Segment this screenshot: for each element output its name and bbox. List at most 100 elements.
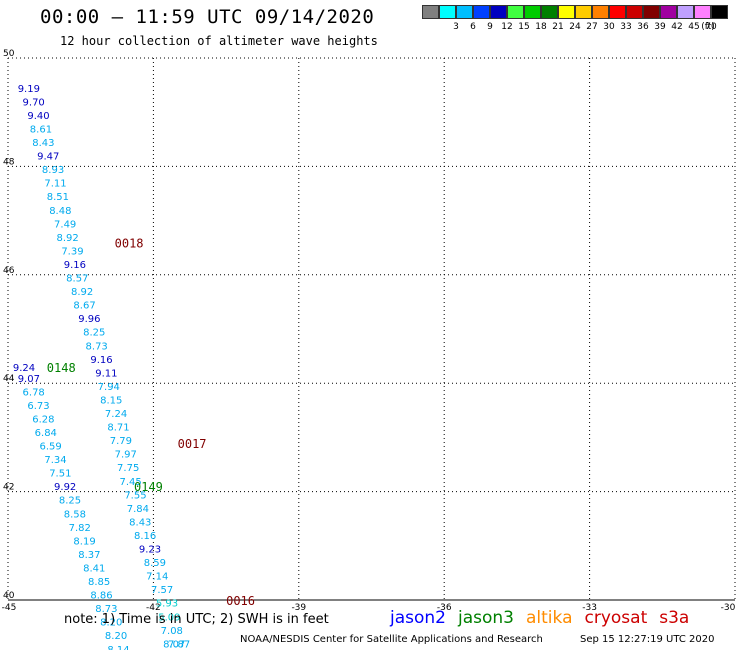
legend-swatch [643, 5, 660, 19]
map-subtitle: 12 hour collection of altimeter wave hei… [60, 34, 378, 48]
wave-height-value: 8.14 [107, 645, 129, 650]
wave-height-value: 9.70 [23, 97, 45, 108]
legend-swatch [609, 5, 626, 19]
legend-label: 24 [569, 22, 581, 32]
wave-height-value: 8.86 [90, 591, 112, 602]
legend-swatch [660, 5, 677, 19]
generated-timestamp: Sep 15 12:27:19 UTC 2020 [580, 634, 715, 645]
wave-height-value: 9.16 [90, 355, 112, 366]
footer-note: note: 1) Time is in UTC; 2) SWH is in fe… [64, 612, 329, 627]
wave-height-value: 8.25 [83, 328, 105, 339]
wave-height-value: 8.58 [64, 509, 86, 520]
wave-height-value: 7.45 [119, 477, 141, 488]
wave-height-value: 7.87 [168, 639, 190, 650]
wave-height-value: 6.28 [32, 414, 54, 425]
legend-label: 3 [453, 22, 459, 32]
wave-height-value: 7.97 [115, 450, 137, 461]
legend-label: 33 [620, 22, 632, 32]
legend-swatch [439, 5, 456, 19]
wave-height-value: 6.59 [40, 442, 62, 453]
track-time-label: 0148 [47, 361, 76, 375]
wave-height-value: 5.09 [158, 612, 180, 623]
legend-label: 70 [705, 22, 717, 32]
legend-swatch [473, 5, 490, 19]
wave-height-value: 8.15 [100, 395, 122, 406]
wave-height-value: 6.78 [23, 387, 45, 398]
wave-height-value: 9.23 [139, 545, 161, 556]
legend-swatch [558, 5, 575, 19]
mission-jason3: jason3 [458, 608, 514, 628]
track-time-label: 0018 [115, 236, 144, 250]
legend-label: 36 [637, 22, 649, 32]
wave-height-value: 8.92 [71, 287, 93, 298]
mission-jason2: jason2 [390, 608, 446, 628]
legend-swatch [490, 5, 507, 19]
legend-swatch [694, 5, 711, 19]
legend-swatch [524, 5, 541, 19]
wave-height-value: 9.96 [78, 314, 100, 325]
legend-label: 18 [535, 22, 547, 32]
wave-height-value: 9.07 [18, 374, 40, 385]
legend-label: 30 [603, 22, 615, 32]
wave-height-value: 8.85 [88, 577, 110, 588]
legend-swatch [575, 5, 592, 19]
wave-height-value: 8.71 [107, 423, 129, 434]
lat-tick-label: 46 [3, 266, 15, 276]
wave-height-value: 7.94 [98, 382, 120, 393]
wave-height-value: 5.93 [156, 599, 178, 610]
legend-label: 15 [518, 22, 530, 32]
mission-s3a: s3a [659, 608, 690, 628]
wave-height-value: 9.40 [27, 111, 49, 122]
legend-swatch [541, 5, 558, 19]
lat-tick-label: 42 [3, 483, 14, 493]
wave-height-value: 9.11 [95, 368, 117, 379]
lat-tick-label: 44 [3, 374, 15, 384]
wave-height-value: 7.57 [151, 585, 173, 596]
wave-height-value: 8.19 [73, 536, 95, 547]
legend-label: 21 [552, 22, 564, 32]
wave-height-value: 7.84 [127, 504, 149, 515]
mission-legend: jason2 jason3 altika cryosat s3a [390, 608, 701, 628]
track-time-label: 0016 [226, 594, 255, 608]
wave-height-value: 8.92 [56, 233, 78, 244]
wave-height-value: 9.24 [13, 363, 35, 374]
mission-cryosat: cryosat [584, 608, 648, 628]
lon-tick-label: -30 [721, 603, 736, 613]
wave-height-value: 7.79 [110, 436, 132, 447]
track-time-label: 0149 [134, 480, 163, 494]
lat-tick-label: 50 [3, 49, 15, 59]
wave-height-value: 8.41 [83, 563, 105, 574]
track-time-label: 0017 [178, 437, 207, 451]
lat-tick-label: 40 [3, 591, 15, 601]
lon-tick-label: -36 [437, 603, 452, 613]
map-title: 00:00 – 11:59 UTC 09/14/2020 [40, 6, 375, 28]
lon-tick-label: -33 [582, 603, 597, 613]
legend-label: 42 [671, 22, 683, 32]
wave-height-value: 9.92 [54, 482, 76, 493]
mission-altika: altika [526, 608, 573, 628]
wave-height-value: 9.47 [37, 152, 59, 163]
wave-height-value: 6.73 [27, 401, 49, 412]
wave-height-value: 8.57 [66, 274, 88, 285]
legend-label: 27 [586, 22, 598, 32]
wave-height-value: 8.07 [163, 639, 185, 650]
legend-swatch [711, 5, 728, 19]
wave-height-value: 8.59 [144, 558, 166, 569]
wave-height-value: 7.51 [49, 469, 71, 480]
wave-height-value: 7.75 [117, 463, 139, 474]
wave-height-value: 7.08 [161, 626, 183, 637]
wave-height-value: 8.37 [78, 550, 100, 561]
wave-height-value: 7.24 [105, 409, 127, 420]
wave-height-value: 8.51 [47, 192, 69, 203]
wave-height-value: 7.11 [44, 179, 66, 190]
wave-height-value: 8.16 [134, 531, 156, 542]
legend-label: 9 [487, 22, 493, 32]
legend-swatch [422, 5, 439, 19]
wave-height-value: 8.73 [86, 341, 108, 352]
legend-label: 6 [470, 22, 476, 32]
wave-height-value: 8.48 [49, 206, 71, 217]
legend-swatch [626, 5, 643, 19]
wave-height-value: 8.73 [95, 604, 117, 615]
legend-swatch [677, 5, 694, 19]
legend-label: 45 [688, 22, 700, 32]
